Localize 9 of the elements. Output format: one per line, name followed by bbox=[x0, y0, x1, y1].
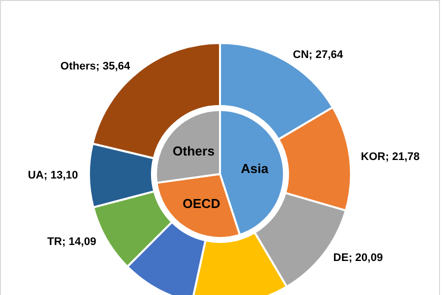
slice-label: CN; 27,64 bbox=[292, 48, 344, 61]
slice-label: Others; 35,64 bbox=[60, 60, 131, 72]
slice-label: Others bbox=[172, 144, 215, 159]
slice-label: DE; 20,09 bbox=[333, 252, 383, 264]
slice-label: TR; 14,09 bbox=[47, 236, 96, 248]
slice-label: Asia bbox=[240, 161, 270, 176]
slice-label: UA; 13,10 bbox=[28, 170, 78, 182]
slice-label: KOR; 21,78 bbox=[360, 150, 420, 163]
slice-label: OECD bbox=[182, 196, 220, 212]
